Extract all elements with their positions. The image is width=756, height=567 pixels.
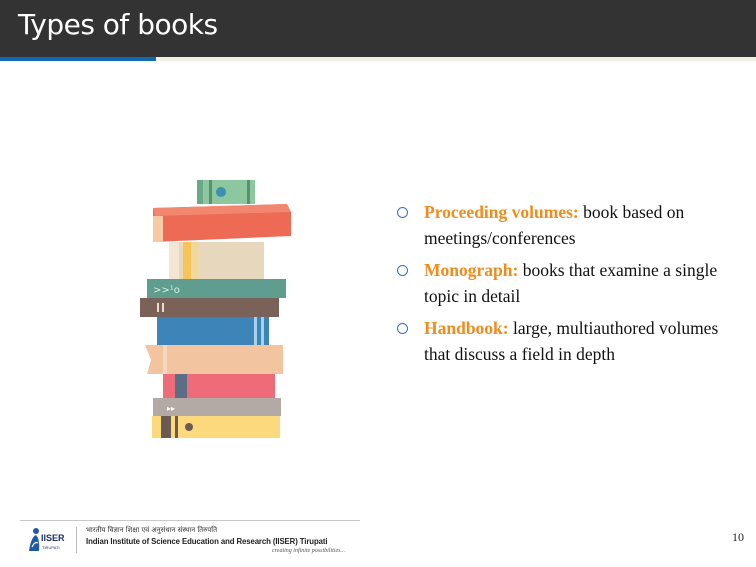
bullet-circle-icon — [397, 207, 408, 218]
bullet-circle-icon — [397, 265, 408, 276]
footer-divider — [20, 520, 360, 521]
bullet-list: Proceeding volumes: book based on meetin… — [397, 199, 727, 373]
book-stack-illustration: >>¹o ▸▸ — [140, 180, 291, 438]
iiser-logo-icon: IISER TIRUPATI — [29, 528, 65, 551]
list-item: Monograph: books that examine a single t… — [397, 257, 727, 309]
institute-name-english: Indian Institute of Science Education an… — [86, 537, 328, 546]
list-item: Handbook: large, multiauthored volumes t… — [397, 315, 727, 367]
title-bar: Types of books — [0, 0, 756, 57]
bullet-circle-icon — [397, 323, 408, 334]
bullet-text: large, multiauthored volumes that discus… — [424, 318, 719, 364]
list-item: Proceeding volumes: book based on meetin… — [397, 199, 727, 251]
institute-name-hindi: भारतीय विज्ञान शिक्षा एवं अनुसंधान संस्थ… — [86, 526, 218, 534]
title-accent-light — [156, 57, 756, 61]
title-accent-blue — [0, 57, 156, 61]
bullet-term: Handbook: — [424, 318, 509, 338]
institute-tagline: creating infinite possibilities... — [272, 548, 345, 554]
page-number: 10 — [732, 530, 744, 544]
svg-text:▸▸: ▸▸ — [167, 404, 175, 413]
svg-text:>>¹o: >>¹o — [153, 285, 180, 296]
logo-subtext: TIRUPATI — [42, 545, 60, 550]
logo-text: IISER — [41, 533, 65, 543]
footer-separator — [76, 527, 77, 553]
bullet-term: Monograph: — [424, 260, 519, 280]
bullet-term: Proceeding volumes: — [424, 202, 579, 222]
bullet-text: book based on meetings/conferences — [424, 202, 685, 248]
bullet-text: books that examine a single topic in det… — [424, 260, 718, 306]
slide-title: Types of books — [18, 8, 218, 41]
